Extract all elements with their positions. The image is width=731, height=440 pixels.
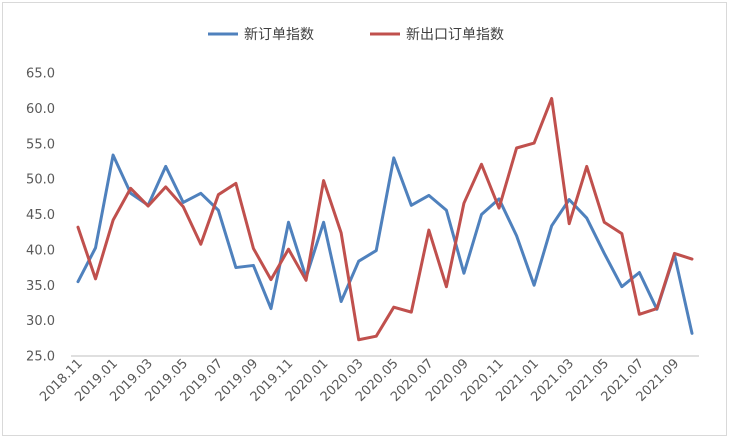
legend-label-new-orders: 新订单指数 xyxy=(244,27,314,43)
series-line-new-orders xyxy=(76,153,694,335)
series-layer xyxy=(76,96,694,342)
y-tick-label: 35.0 xyxy=(26,279,55,294)
y-tick-label: 60.0 xyxy=(26,102,55,117)
y-tick-label: 30.0 xyxy=(26,314,55,329)
x-axis: 2018.112019.012019.032019.052019.072019.… xyxy=(37,355,699,405)
legend-label-new-export-orders: 新出口订单指数 xyxy=(406,27,504,43)
y-tick-label: 45.0 xyxy=(26,208,55,223)
y-axis: 25.0 30.0 35.0 40.0 45.0 50.0 55.0 60.0 65.0 xyxy=(26,67,55,365)
y-tick-label: 50.0 xyxy=(26,173,55,188)
legend: 新订单指数 新出口订单指数 xyxy=(208,27,504,43)
series-line-new-export-orders xyxy=(76,96,694,342)
chart-frame xyxy=(2,2,727,436)
y-tick-label: 25.0 xyxy=(26,350,55,365)
y-tick-label: 65.0 xyxy=(26,67,55,82)
y-tick-label: 55.0 xyxy=(26,137,55,152)
y-tick-label: 40.0 xyxy=(26,243,55,258)
